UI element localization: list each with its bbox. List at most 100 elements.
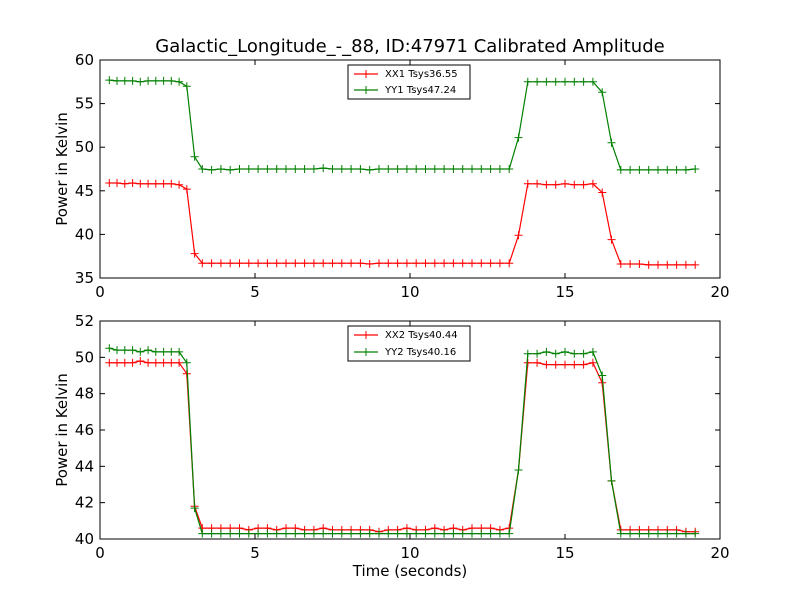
bottom-point-s1-57 (616, 529, 625, 538)
bottom-point-s1-30 (365, 529, 374, 538)
top-legend-box (347, 64, 471, 100)
top-point-s0-35 (412, 259, 421, 268)
bottom-point-s1-35 (412, 529, 421, 538)
top-point-s0-47 (523, 179, 532, 188)
top-y-tick-label-2: 45 (75, 182, 94, 200)
top-point-s0-19 (263, 259, 272, 268)
bottom-point-s0-0 (105, 358, 114, 367)
bottom-legend-label-yy2: YY2 Tsys40.16 (384, 347, 456, 358)
top-point-s1-25 (319, 164, 328, 173)
top-point-s1-1 (113, 76, 121, 85)
top-point-s0-58 (626, 260, 635, 268)
bottom-x-tick-label-4: 20 (710, 544, 729, 562)
top-point-s1-63 (672, 165, 681, 174)
bottom-point-s0-7 (159, 358, 168, 367)
top-point-s0-23 (300, 259, 309, 268)
top-point-s1-16 (235, 165, 244, 173)
top-point-s1-38 (440, 165, 449, 173)
bottom-point-s1-3 (128, 346, 137, 355)
top-panel: 0 5 10 15 20 35 40 45 50 55 60 Power in Kelvin XX1… (53, 51, 730, 301)
top-point-s1-2 (120, 76, 129, 85)
top-point-s0-33 (393, 259, 402, 268)
top-point-s1-29 (356, 165, 365, 173)
bottom-point-s0-1 (113, 358, 121, 367)
top-point-s1-47 (523, 77, 532, 86)
top-point-s0-32 (384, 259, 393, 268)
top-point-s0-7 (159, 179, 168, 188)
bottom-y-tick-label-3: 46 (75, 421, 94, 439)
top-point-s1-14 (216, 165, 225, 173)
bottom-y-tick-label-2: 44 (75, 457, 94, 475)
top-legend-marker-yy1 (362, 86, 370, 94)
top-point-s0-63 (672, 260, 681, 269)
top-point-s0-36 (421, 259, 430, 268)
top-point-s1-58 (626, 165, 635, 174)
bottom-point-s1-64 (681, 529, 690, 538)
top-point-s1-4 (136, 77, 145, 86)
top-legend-label-yy1: YY1 Tsys47.24 (384, 85, 456, 96)
top-point-s1-20 (272, 165, 281, 173)
bottom-x-tick-label-0: 0 (95, 544, 105, 562)
top-axis-ticks: 0 5 10 15 20 35 40 45 50 55 60 (75, 51, 730, 301)
top-point-s1-21 (282, 165, 290, 173)
bottom-point-s1-12 (198, 529, 207, 538)
top-point-s0-48 (533, 179, 542, 188)
top-series-marks (105, 76, 700, 269)
bottom-point-s1-50 (551, 349, 560, 358)
bottom-point-s1-56 (607, 476, 616, 485)
bottom-x-tick-label-3: 15 (555, 544, 574, 562)
top-x-tick-label-3: 15 (555, 283, 574, 301)
top-point-s1-42 (477, 165, 486, 173)
bottom-point-s0-3 (128, 358, 137, 367)
top-point-s1-54 (588, 77, 597, 86)
top-point-s0-61 (654, 260, 662, 269)
top-point-s0-44 (495, 259, 504, 268)
top-point-s1-0 (105, 76, 114, 85)
bottom-point-s0-50 (551, 360, 560, 369)
top-point-s1-45 (505, 165, 514, 173)
bottom-x-axis-label: Time (seconds) (352, 562, 468, 580)
bottom-y-tick-label-0: 40 (75, 530, 94, 548)
top-point-s1-9 (175, 77, 184, 86)
top-point-s0-65 (691, 260, 700, 269)
bottom-point-s1-11 (190, 504, 199, 513)
top-point-s1-12 (198, 165, 207, 173)
bottom-x-tick-label-2: 10 (400, 544, 419, 562)
bottom-point-s1-45 (505, 529, 514, 538)
top-point-s0-59 (635, 260, 644, 268)
top-point-s1-7 (159, 76, 168, 85)
bottom-point-s1-7 (159, 347, 168, 356)
bottom-point-s1-37 (430, 529, 439, 538)
bottom-point-s1-23 (300, 529, 309, 538)
top-point-s1-51 (561, 77, 569, 86)
bottom-point-s0-54 (588, 358, 597, 367)
top-point-s0-55 (598, 188, 607, 197)
top-point-s1-28 (347, 165, 356, 173)
bottom-point-s1-10 (182, 358, 191, 367)
top-point-s1-37 (430, 165, 439, 173)
bottom-point-s1-49 (542, 347, 551, 356)
top-point-s1-32 (384, 165, 393, 173)
bottom-point-s1-55 (598, 371, 607, 380)
bottom-legend: XX2 Tsys40.44 YY2 Tsys40.16 (347, 325, 471, 362)
top-point-s0-10 (182, 185, 191, 194)
bottom-legend-marker-xx2 (362, 331, 370, 339)
top-point-s1-56 (607, 138, 616, 147)
bottom-y-axis-label: Power in Kelvin (53, 373, 71, 487)
top-point-s0-31 (375, 259, 383, 268)
bottom-point-s1-38 (440, 529, 449, 538)
top-point-s0-43 (486, 259, 495, 268)
top-point-s0-27 (337, 259, 346, 268)
bottom-point-s1-33 (393, 529, 402, 538)
bottom-point-s1-32 (384, 529, 393, 538)
bottom-point-s1-27 (337, 529, 346, 538)
top-point-s1-26 (328, 165, 337, 173)
top-series-line-1 (109, 79, 696, 171)
bottom-point-s1-6 (151, 347, 160, 356)
top-point-s0-9 (175, 180, 184, 189)
top-point-s1-39 (449, 165, 458, 173)
top-point-s0-18 (254, 259, 263, 268)
top-point-s1-3 (128, 76, 137, 85)
bottom-point-s0-53 (579, 360, 588, 369)
top-x-tick-label-2: 10 (400, 283, 419, 301)
